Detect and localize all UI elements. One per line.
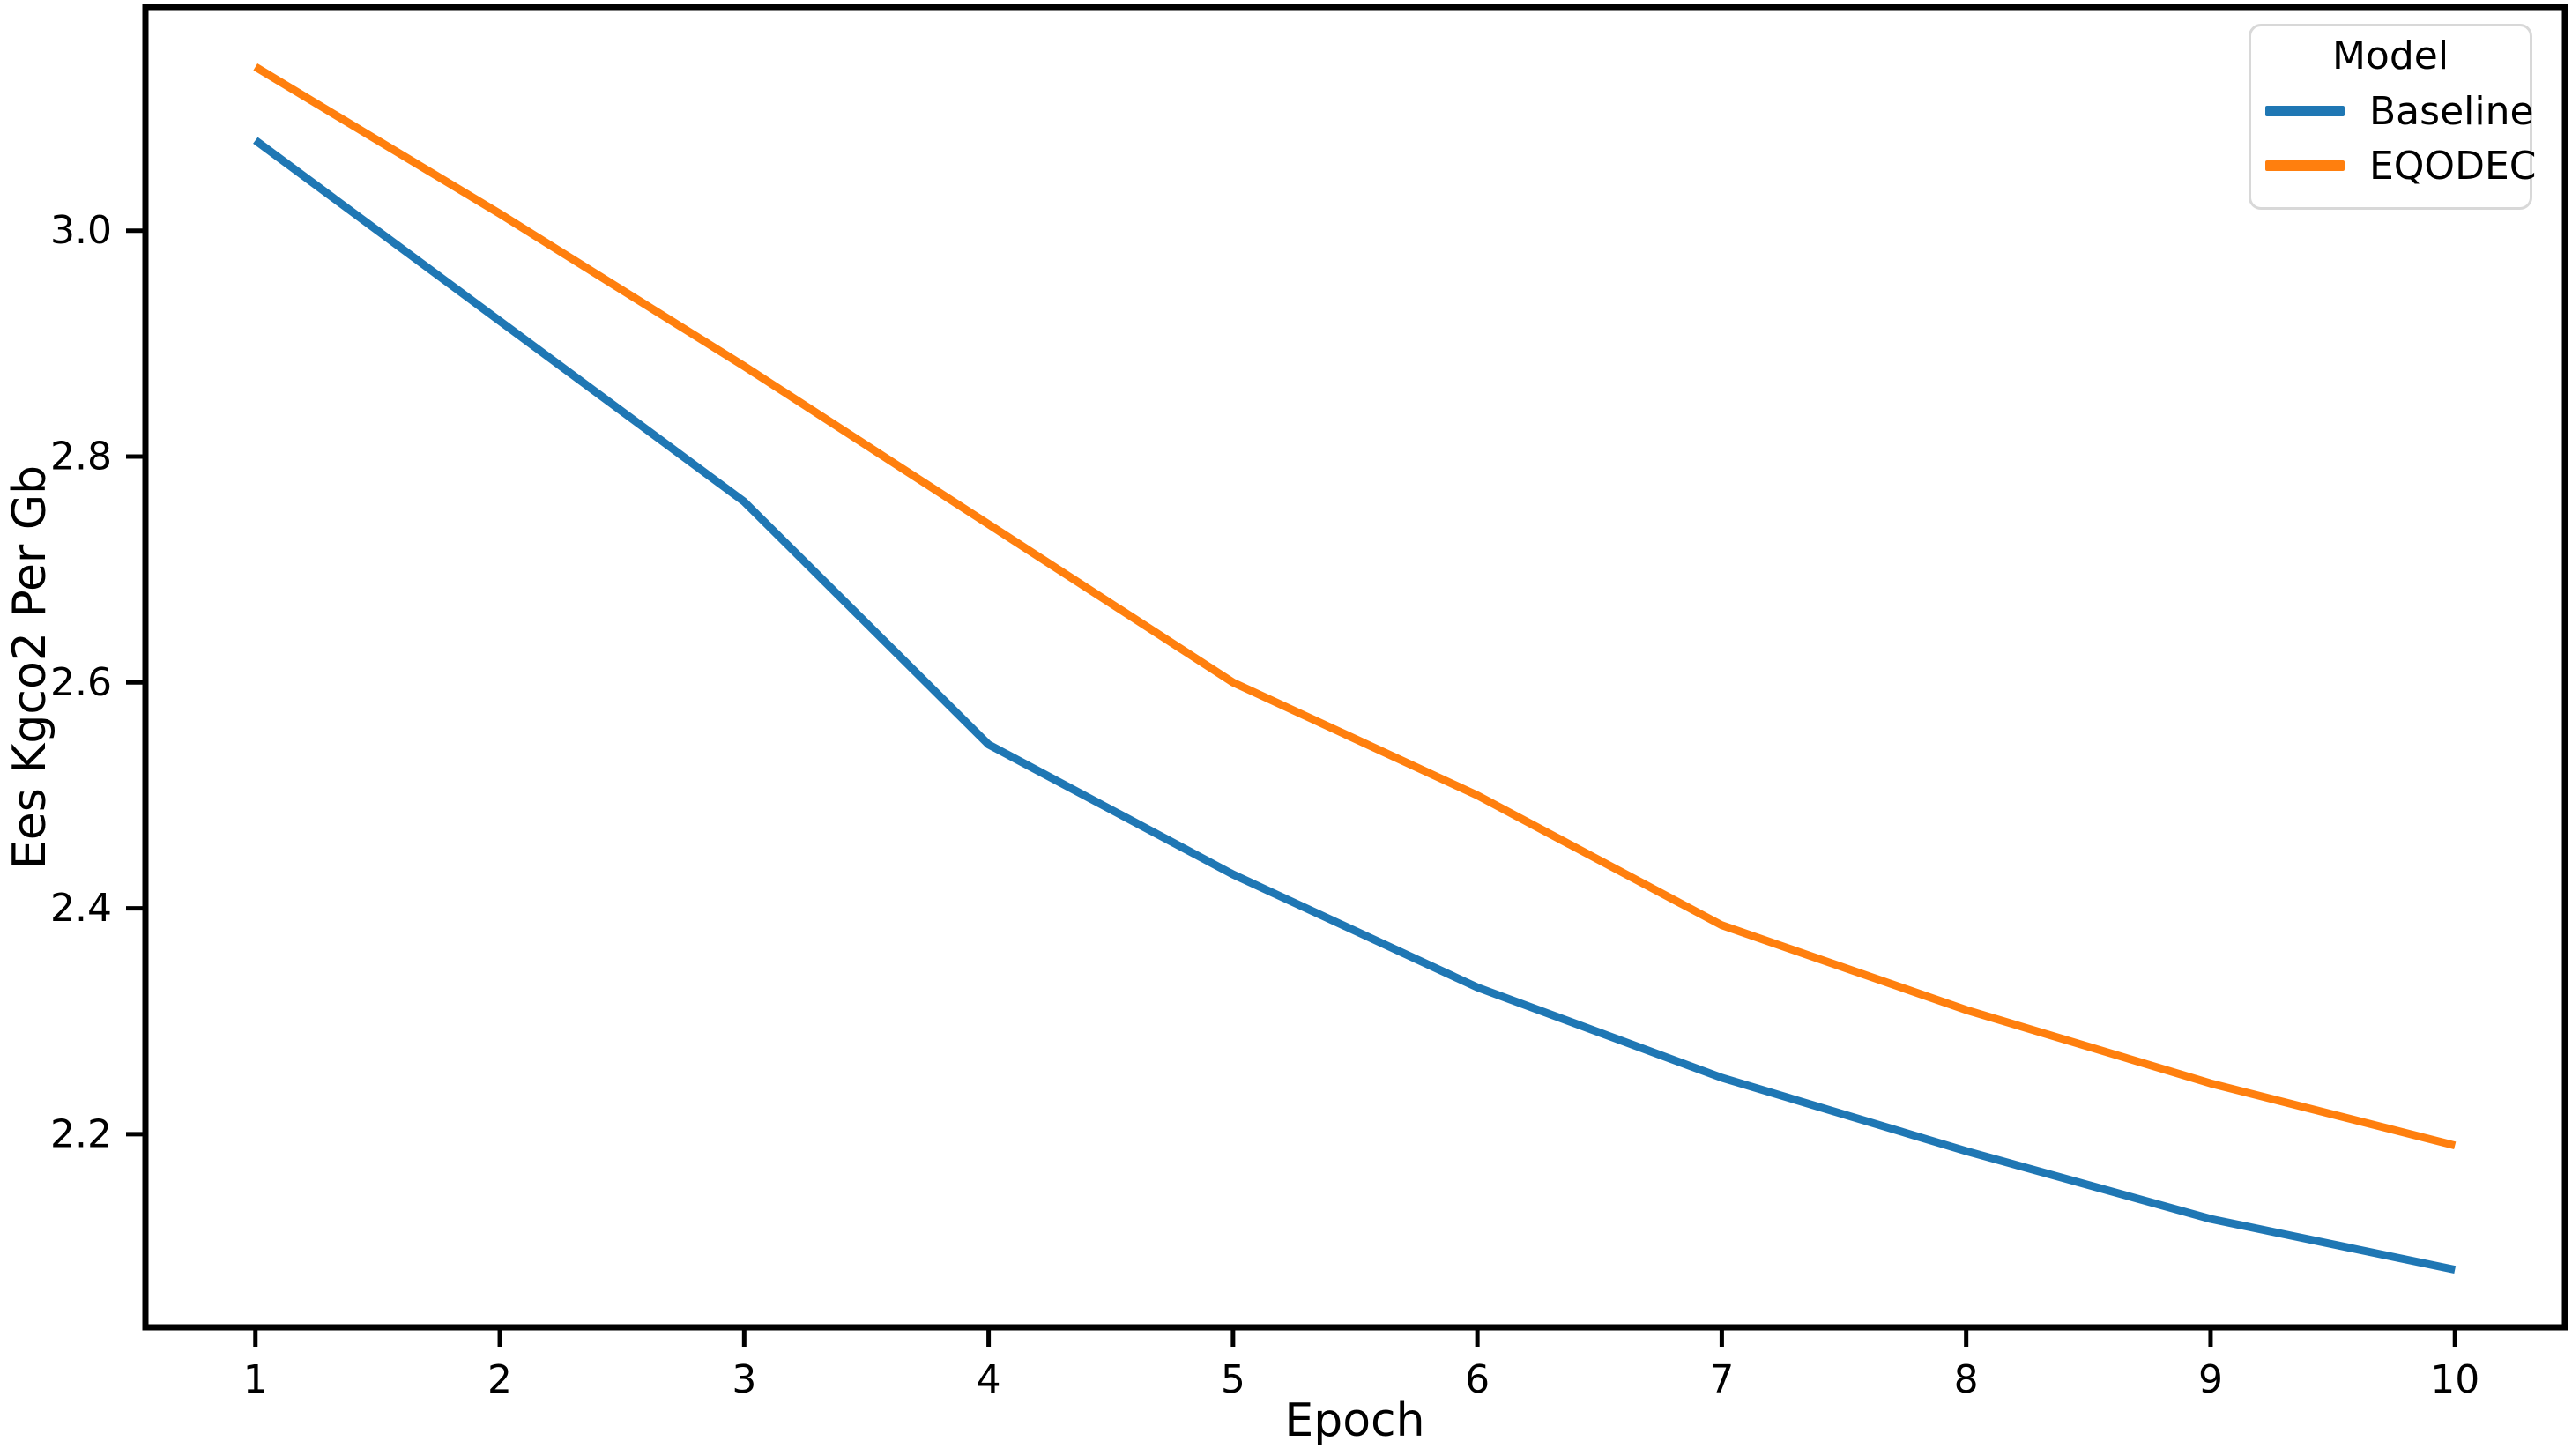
x-axis-ticks: 1 2 3 4 5 6 7 8 9 10: [243, 1327, 2479, 1402]
baseline-line: [253, 137, 2457, 1274]
legend-row-baseline: Baseline: [2251, 84, 2534, 138]
eqodec-line-swatch: [2265, 160, 2345, 171]
x-tick-label: 10: [2430, 1357, 2479, 1402]
legend-title: Model: [2331, 33, 2449, 78]
plot-frame: [142, 4, 2568, 1331]
x-tick-label: 5: [1221, 1357, 1245, 1402]
y-tick-label: 2.4: [50, 886, 112, 931]
eqodec-line: [253, 63, 2457, 1150]
x-tick-label: 6: [1465, 1357, 1490, 1402]
x-axis-label: Epoch: [1284, 1394, 1425, 1447]
legend: Model Baseline EQODEC: [2249, 24, 2536, 210]
y-tick-label: 3.0: [50, 208, 112, 253]
y-axis-label: Ees Kgco2 Per Gb: [4, 464, 56, 870]
y-tick-label: 2.2: [50, 1111, 112, 1156]
y-axis-ticks: 2.2 2.4 2.6 2.8 3.0: [50, 208, 145, 1156]
x-tick-label: 2: [487, 1357, 512, 1402]
y-tick-label: 2.6: [50, 660, 112, 705]
x-tick-label: 3: [732, 1357, 756, 1402]
legend-label-eqodec: EQODEC: [2369, 143, 2537, 189]
baseline-line-swatch: [2265, 106, 2345, 116]
x-tick-label: 8: [1954, 1357, 1979, 1402]
x-tick-label: 4: [977, 1357, 1001, 1402]
x-tick-label: 9: [2198, 1357, 2223, 1402]
x-tick-label: 7: [1709, 1357, 1734, 1402]
legend-row-eqodec: EQODEC: [2251, 138, 2536, 193]
y-tick-label: 2.8: [50, 435, 112, 479]
legend-label-baseline: Baseline: [2369, 88, 2534, 134]
x-tick-label: 1: [243, 1357, 268, 1402]
series-lines: [253, 63, 2457, 1274]
